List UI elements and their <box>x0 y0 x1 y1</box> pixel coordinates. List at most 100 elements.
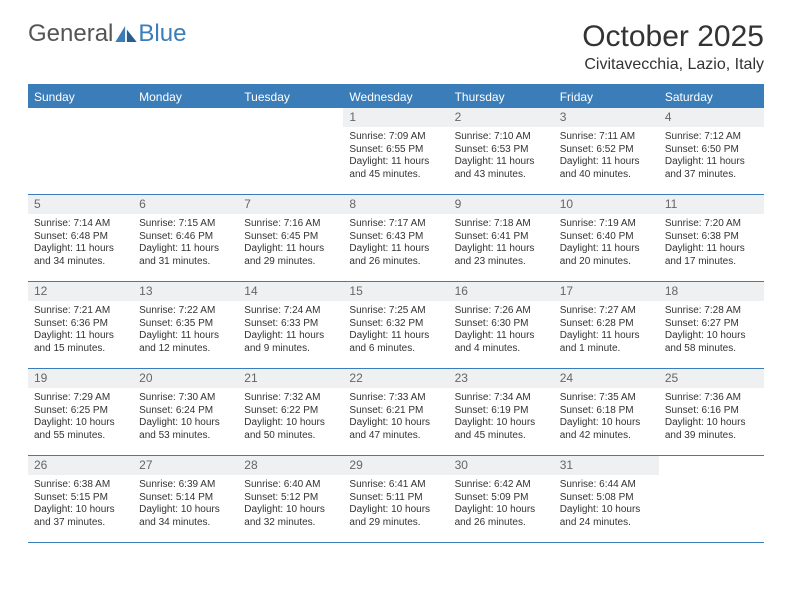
sunrise-text: Sunrise: 7:09 AM <box>349 131 442 144</box>
cell-body: Sunrise: 6:40 AMSunset: 5:12 PMDaylight:… <box>238 477 343 533</box>
day-number: 31 <box>554 456 659 475</box>
calendar-cell: 9 Sunrise: 7:18 AMSunset: 6:41 PMDaylight… <box>449 195 554 282</box>
daylight-text: Daylight: 11 hours and 40 minutes. <box>560 156 653 181</box>
calendar-cell: 27Sunrise: 6:39 AMSunset: 5:14 PMDayligh… <box>133 456 238 543</box>
sunset-text: Sunset: 6:32 PM <box>349 318 442 331</box>
day-number: 3 <box>554 108 659 127</box>
cell-body <box>238 129 343 135</box>
cell-body: Sunrise: 7:16 AMSunset: 6:45 PMDaylight:… <box>238 216 343 272</box>
sunset-text: Sunset: 5:11 PM <box>349 492 442 505</box>
sunrise-text: Sunrise: 7:18 AM <box>455 218 548 231</box>
calendar-cell: 11Sunrise: 7:20 AMSunset: 6:38 PMDayligh… <box>659 195 764 282</box>
cell-body: Sunrise: 7:09 AMSunset: 6:55 PMDaylight:… <box>343 129 448 185</box>
daylight-text: Daylight: 11 hours and 37 minutes. <box>665 156 758 181</box>
logo-text-2: Blue <box>138 20 186 48</box>
calendar-cell: 2Sunrise: 7:10 AMSunset: 6:53 PMDaylight… <box>449 108 554 195</box>
day-number: 24 <box>554 369 659 388</box>
sunset-text: Sunset: 6:38 PM <box>665 231 758 244</box>
cell-body: Sunrise: 6:38 AMSunset: 5:15 PMDaylight:… <box>28 477 133 533</box>
calendar-cell: 22Sunrise: 7:33 AMSunset: 6:21 PMDayligh… <box>343 369 448 456</box>
calendar-row: 26Sunrise: 6:38 AMSunset: 5:15 PMDayligh… <box>28 456 764 543</box>
daylight-text: Daylight: 10 hours and 42 minutes. <box>560 417 653 442</box>
calendar-cell: 26Sunrise: 6:38 AMSunset: 5:15 PMDayligh… <box>28 456 133 543</box>
sunrise-text: Sunrise: 7:27 AM <box>560 305 653 318</box>
cell-body <box>133 129 238 135</box>
sunrise-text: Sunrise: 7:16 AM <box>244 218 337 231</box>
day-number <box>238 108 343 127</box>
day-number: 20 <box>133 369 238 388</box>
daylight-text: Daylight: 11 hours and 31 minutes. <box>139 243 232 268</box>
calendar-cell: 30Sunrise: 6:42 AMSunset: 5:09 PMDayligh… <box>449 456 554 543</box>
sunrise-text: Sunrise: 7:28 AM <box>665 305 758 318</box>
cell-body: Sunrise: 7:35 AMSunset: 6:18 PMDaylight:… <box>554 390 659 446</box>
sunrise-text: Sunrise: 6:39 AM <box>139 479 232 492</box>
daylight-text: Daylight: 11 hours and 20 minutes. <box>560 243 653 268</box>
day-number: 9 <box>449 195 554 214</box>
col-sunday: Sunday <box>28 85 133 108</box>
cell-body: Sunrise: 7:12 AMSunset: 6:50 PMDaylight:… <box>659 129 764 185</box>
day-number <box>28 108 133 127</box>
sunrise-text: Sunrise: 7:29 AM <box>34 392 127 405</box>
calendar-cell: 1Sunrise: 7:09 AMSunset: 6:55 PMDaylight… <box>343 108 448 195</box>
day-number <box>659 456 764 475</box>
cell-body: Sunrise: 6:44 AMSunset: 5:08 PMDaylight:… <box>554 477 659 533</box>
cell-body: Sunrise: 7:18 AMSunset: 6:41 PMDaylight:… <box>449 216 554 272</box>
daylight-text: Daylight: 10 hours and 29 minutes. <box>349 504 442 529</box>
sunrise-text: Sunrise: 7:36 AM <box>665 392 758 405</box>
calendar-cell <box>659 456 764 543</box>
calendar-cell: 18Sunrise: 7:28 AMSunset: 6:27 PMDayligh… <box>659 282 764 369</box>
daylight-text: Daylight: 11 hours and 9 minutes. <box>244 330 337 355</box>
calendar-cell: 13Sunrise: 7:22 AMSunset: 6:35 PMDayligh… <box>133 282 238 369</box>
daylight-text: Daylight: 11 hours and 1 minute. <box>560 330 653 355</box>
title-block: October 2025 Civitavecchia, Lazio, Italy <box>582 20 764 74</box>
day-number: 23 <box>449 369 554 388</box>
calendar-cell: 25Sunrise: 7:36 AMSunset: 6:16 PMDayligh… <box>659 369 764 456</box>
sunrise-text: Sunrise: 7:30 AM <box>139 392 232 405</box>
daylight-text: Daylight: 10 hours and 58 minutes. <box>665 330 758 355</box>
cell-body: Sunrise: 7:21 AMSunset: 6:36 PMDaylight:… <box>28 303 133 359</box>
calendar-cell: 20 Sunrise: 7:30 AMSunset: 6:24 PMDayligh… <box>133 369 238 456</box>
day-number: 21 <box>238 369 343 388</box>
daylight-text: Daylight: 10 hours and 50 minutes. <box>244 417 337 442</box>
calendar-cell: 31 Sunrise: 6:44 AMSunset: 5:08 PMDayligh… <box>554 456 659 543</box>
cell-body: Sunrise: 7:10 AMSunset: 6:53 PMDaylight:… <box>449 129 554 185</box>
calendar-row: 1Sunrise: 7:09 AMSunset: 6:55 PMDaylight… <box>28 108 764 195</box>
sunrise-text: Sunrise: 7:24 AM <box>244 305 337 318</box>
daylight-text: Daylight: 11 hours and 43 minutes. <box>455 156 548 181</box>
sunset-text: Sunset: 6:43 PM <box>349 231 442 244</box>
day-number: 13 <box>133 282 238 301</box>
calendar-cell: 6Sunrise: 7:15 AMSunset: 6:46 PMDaylight… <box>133 195 238 282</box>
calendar-cell: 21Sunrise: 7:32 AMSunset: 6:22 PMDayligh… <box>238 369 343 456</box>
daylight-text: Daylight: 10 hours and 37 minutes. <box>34 504 127 529</box>
calendar-cell <box>28 108 133 195</box>
sunset-text: Sunset: 5:15 PM <box>34 492 127 505</box>
calendar-row: 5Sunrise: 7:14 AMSunset: 6:48 PMDaylight… <box>28 195 764 282</box>
day-number: 4 <box>659 108 764 127</box>
daylight-text: Daylight: 10 hours and 24 minutes. <box>560 504 653 529</box>
day-number: 14 <box>238 282 343 301</box>
sail-icon <box>115 26 137 42</box>
sunset-text: Sunset: 6:30 PM <box>455 318 548 331</box>
cell-body <box>28 129 133 135</box>
sunrise-text: Sunrise: 6:42 AM <box>455 479 548 492</box>
cell-body: Sunrise: 7:25 AMSunset: 6:32 PMDaylight:… <box>343 303 448 359</box>
calendar-cell: 15 Sunrise: 7:25 AMSunset: 6:32 PMDayligh… <box>343 282 448 369</box>
calendar-row: 19Sunrise: 7:29 AMSunset: 6:25 PMDayligh… <box>28 369 764 456</box>
sunset-text: Sunset: 6:50 PM <box>665 144 758 157</box>
sunrise-text: Sunrise: 6:40 AM <box>244 479 337 492</box>
sunset-text: Sunset: 6:40 PM <box>560 231 653 244</box>
daylight-text: Daylight: 10 hours and 47 minutes. <box>349 417 442 442</box>
sunrise-text: Sunrise: 7:17 AM <box>349 218 442 231</box>
day-number: 15 <box>343 282 448 301</box>
location: Civitavecchia, Lazio, Italy <box>582 56 764 74</box>
cell-body: Sunrise: 7:26 AMSunset: 6:30 PMDaylight:… <box>449 303 554 359</box>
sunset-text: Sunset: 6:36 PM <box>34 318 127 331</box>
daylight-text: Daylight: 10 hours and 45 minutes. <box>455 417 548 442</box>
calendar-cell: 16 Sunrise: 7:26 AMSunset: 6:30 PMDayligh… <box>449 282 554 369</box>
sunrise-text: Sunrise: 7:10 AM <box>455 131 548 144</box>
cell-body: Sunrise: 7:27 AMSunset: 6:28 PMDaylight:… <box>554 303 659 359</box>
sunset-text: Sunset: 6:19 PM <box>455 405 548 418</box>
cell-body: Sunrise: 7:28 AMSunset: 6:27 PMDaylight:… <box>659 303 764 359</box>
cell-body: Sunrise: 7:30 AMSunset: 6:24 PMDaylight:… <box>133 390 238 446</box>
day-number: 16 <box>449 282 554 301</box>
